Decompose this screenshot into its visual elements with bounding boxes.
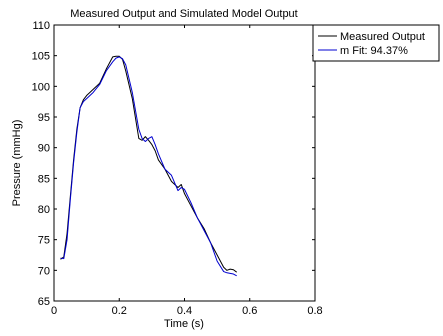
y-tick-label: 75 <box>38 235 50 247</box>
legend-label-model: m Fit: 94.37% <box>340 45 408 57</box>
y-tick-label: 85 <box>38 173 50 185</box>
x-tick-label: 0.2 <box>112 305 127 317</box>
legend-label-measured: Measured Output <box>340 31 425 43</box>
y-tick-label: 105 <box>32 51 50 63</box>
y-tick-label: 90 <box>38 143 50 155</box>
legend-box <box>312 24 440 62</box>
y-tick-label: 80 <box>38 204 50 216</box>
x-tick-label: 0 <box>51 305 57 317</box>
series-layer <box>60 55 238 277</box>
y-tick-label: 65 <box>38 296 50 308</box>
x-tick-label: 0.6 <box>242 305 257 317</box>
x-tick-label: 0.4 <box>177 305 192 317</box>
y-tick-label: 100 <box>32 81 50 93</box>
y-tick-label: 70 <box>38 265 50 277</box>
x-tick-label: 0.8 <box>307 305 322 317</box>
chart-title: Measured Output and Simulated Model Outp… <box>70 8 297 20</box>
plot-area <box>54 25 315 301</box>
y-axis-label: Pressure (mmHg) <box>11 120 23 207</box>
series-line-model <box>60 56 237 277</box>
y-tick-label: 110 <box>32 20 50 32</box>
x-axis-label: Time (s) <box>164 318 204 330</box>
axis-layer: 0 0.2 0.4 0.6 0.8 65 70 75 80 85 90 95 100 105 110 <box>32 20 323 317</box>
y-tick-label: 95 <box>38 112 50 124</box>
legend: Measured Output m Fit: 94.37% <box>312 24 440 62</box>
